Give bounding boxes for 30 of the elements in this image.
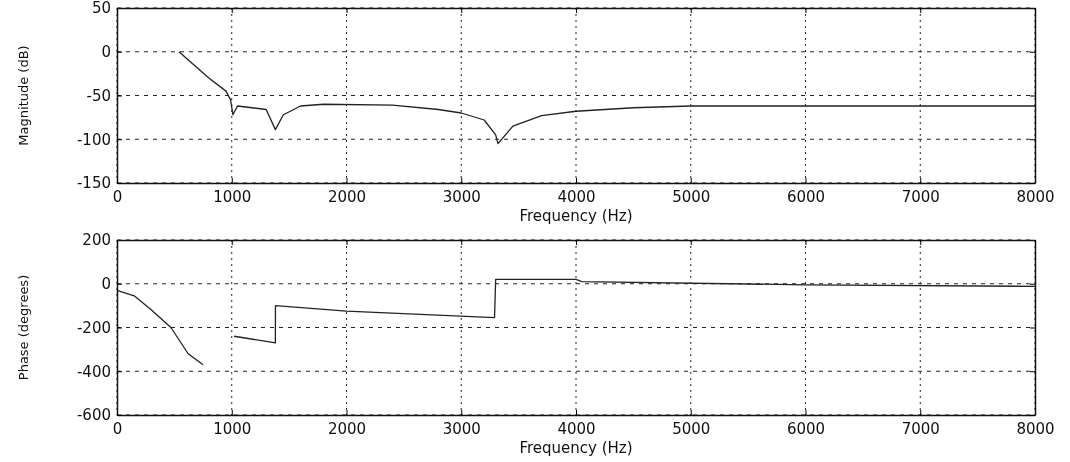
- y-tick-label: 0: [101, 43, 111, 62]
- x-tick-label: 7000: [901, 187, 940, 206]
- x-tick-label: 7000: [901, 419, 940, 438]
- x-tick-label: 5000: [672, 419, 711, 438]
- x-tick-label: 3000: [442, 187, 481, 206]
- y-tick-label: 200: [82, 231, 111, 250]
- y-tick-label: 0: [101, 275, 111, 294]
- y-tick-label: -400: [76, 362, 111, 381]
- y-tick-label: -600: [76, 406, 111, 425]
- x-axis-title: Frequency (Hz): [519, 207, 633, 225]
- y-tick-label: -100: [76, 130, 111, 149]
- x-tick-label: 5000: [672, 187, 711, 206]
- y-tick-label: -200: [76, 318, 111, 337]
- x-tick-label: 4000: [557, 419, 596, 438]
- x-tick-label: 8000: [1016, 187, 1055, 206]
- x-tick-label: 6000: [786, 419, 826, 438]
- x-tick-label: 1000: [213, 187, 252, 206]
- x-tick-label: 2000: [327, 187, 367, 206]
- y-axis-title: Magnitude (dB): [16, 45, 31, 146]
- x-tick-label: 8000: [1016, 419, 1055, 438]
- y-axis-title: Phase (degrees): [16, 274, 31, 381]
- y-tick-label: 50: [91, 0, 111, 18]
- x-tick-label: 6000: [786, 187, 826, 206]
- y-tick-label: -150: [76, 174, 111, 193]
- y-tick-label: -50: [86, 86, 111, 105]
- x-tick-label: 3000: [442, 419, 481, 438]
- x-tick-label: 1000: [213, 419, 252, 438]
- x-axis-title: Frequency (Hz): [519, 439, 633, 457]
- x-tick-label: 2000: [327, 419, 367, 438]
- x-tick-label: 4000: [557, 187, 596, 206]
